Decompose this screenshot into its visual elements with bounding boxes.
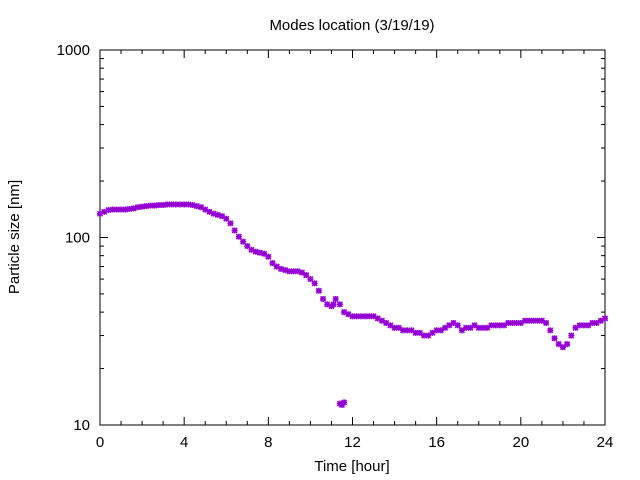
x-tick-label: 24 — [597, 434, 614, 451]
data-point — [319, 295, 327, 303]
data-point — [261, 250, 268, 257]
data-point — [315, 287, 322, 294]
data-point — [551, 335, 558, 342]
axis-ticks — [99, 49, 606, 426]
data-point — [223, 215, 230, 222]
data-point — [269, 260, 276, 267]
data-point — [252, 248, 259, 255]
x-tick-label: 0 — [96, 434, 104, 451]
data-point — [332, 295, 339, 303]
data-point — [442, 324, 449, 331]
data-point — [547, 327, 554, 334]
data-point — [543, 319, 550, 327]
data-point — [341, 399, 348, 406]
data-point — [311, 280, 318, 287]
y-tick-label: 100 — [65, 230, 90, 247]
data-point — [307, 276, 314, 283]
data-point — [303, 272, 310, 279]
data-point — [227, 220, 234, 227]
x-tick-label: 12 — [344, 434, 361, 451]
data-points — [96, 201, 609, 408]
x-tick-label: 16 — [428, 434, 445, 451]
data-point — [235, 233, 242, 240]
x-tick-label: 4 — [180, 434, 188, 451]
x-axis-label: Time [hour] — [314, 458, 389, 475]
y-axis-label: Particle size [nm] — [6, 180, 23, 294]
data-point — [345, 311, 352, 318]
plot-frame — [99, 49, 606, 426]
data-point — [395, 324, 402, 331]
data-point — [231, 227, 238, 234]
data-point — [568, 332, 575, 339]
chart-title: Modes location (3/19/19) — [269, 17, 434, 34]
data-point — [559, 344, 566, 351]
data-point — [265, 253, 272, 260]
axis-tick-labels: 0 4 8 12 16 20 24 10 100 1000 — [57, 42, 614, 451]
data-point — [601, 315, 609, 322]
data-point — [564, 341, 571, 348]
x-tick-label: 20 — [512, 434, 529, 451]
data-point — [330, 301, 337, 308]
y-tick-label: 10 — [73, 417, 90, 434]
data-point — [336, 301, 343, 308]
x-tick-label: 8 — [264, 434, 272, 451]
data-point — [244, 243, 251, 250]
data-point — [555, 341, 562, 348]
data-point — [240, 238, 247, 245]
y-tick-label: 1000 — [57, 42, 90, 59]
data-point — [454, 322, 461, 329]
